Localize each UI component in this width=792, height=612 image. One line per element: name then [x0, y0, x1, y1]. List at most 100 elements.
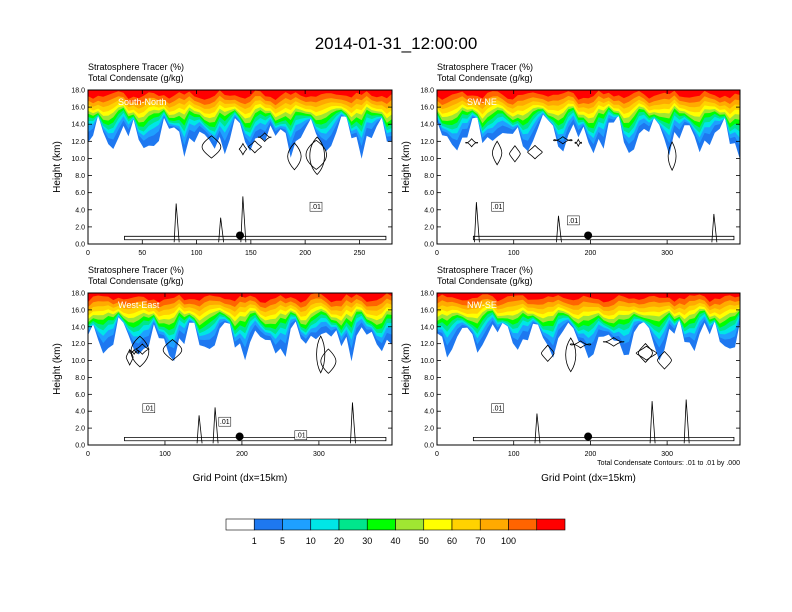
- contour-label-box: [491, 201, 504, 212]
- plot-frame: [87, 89, 393, 245]
- condensate-title: Total Condensate (g/kg): [88, 276, 184, 286]
- y-tick-label: 4.0: [75, 207, 85, 214]
- contour-label-box: [309, 201, 323, 212]
- contour-label: .01: [567, 215, 580, 226]
- y-tick-label: 18.0: [420, 291, 434, 298]
- y-tick-label: 6.0: [75, 190, 85, 197]
- tracer-band: [88, 293, 392, 303]
- contour-line: [130, 335, 150, 368]
- contour-line: [472, 235, 735, 241]
- contour-note: Total Condensate Contours: .01 to .01 by…: [597, 460, 740, 467]
- y-tick-label: 6.0: [75, 392, 85, 399]
- condensate-contours: [124, 132, 387, 243]
- contour-label-text: .01: [144, 406, 154, 413]
- y-axis-label: Height (km): [401, 343, 412, 395]
- x-tick-label: 100: [191, 250, 203, 257]
- y-tick-label: 12.0: [420, 139, 434, 146]
- colorbar-box: [479, 518, 509, 531]
- contour-line: [257, 132, 272, 143]
- y-tick-label: 6.0: [424, 190, 434, 197]
- y-tick-label: 2.0: [75, 224, 85, 231]
- contour-label-box: [142, 403, 156, 413]
- contour-line: [238, 142, 248, 156]
- contour-line: [565, 337, 577, 373]
- y-tick-label: 0.0: [75, 443, 85, 450]
- y-tick-label: 16.0: [71, 105, 85, 112]
- x-tick-label: 100: [159, 451, 171, 458]
- contour-line: [316, 335, 326, 374]
- y-tick-label: 0.0: [424, 242, 434, 249]
- contour-line: [569, 340, 592, 349]
- section-label: West-East: [118, 300, 160, 310]
- contour-line: [129, 348, 139, 355]
- contour-line: [541, 344, 555, 363]
- y-tick-label: 10.0: [420, 358, 434, 365]
- contour-line: [309, 136, 325, 176]
- contour-label: .01: [309, 201, 323, 212]
- y-axis-label: Height (km): [52, 343, 63, 395]
- colorbar-box: [536, 518, 566, 531]
- y-tick-label: 4.0: [424, 409, 434, 416]
- colorbar-label: 50: [419, 536, 429, 546]
- field-title: Stratosphere Tracer (%): [88, 265, 184, 275]
- location-marker: [584, 432, 593, 441]
- contour-line: [574, 138, 582, 148]
- y-tick-label: 4.0: [75, 409, 85, 416]
- y-tick-label: 16.0: [71, 307, 85, 314]
- contour-label: .01: [491, 201, 504, 212]
- y-tick-label: 2.0: [75, 426, 85, 433]
- contour-line: [553, 136, 573, 145]
- contour-label-text: .01: [568, 218, 578, 225]
- location-marker: [584, 231, 593, 240]
- x-tick-label: 250: [354, 250, 366, 257]
- condensate-contours: [465, 136, 735, 243]
- colorbar-label: 60: [447, 536, 457, 546]
- contour-line: [162, 339, 183, 361]
- colorbar-box: [451, 518, 481, 531]
- contour-label-text: .01: [493, 406, 503, 413]
- colorbar-box: [508, 518, 538, 531]
- x-tick-label: 150: [245, 250, 257, 257]
- contour-line: [492, 140, 503, 166]
- panel-3: .01 .01 .01 West-East Stratosphere Tracer (%…: [52, 265, 393, 484]
- x-tick-label: 200: [299, 250, 311, 257]
- contour-line: [649, 401, 656, 444]
- contour-line: [638, 342, 653, 363]
- contour-line: [305, 139, 327, 170]
- x-tick-label: 200: [585, 451, 597, 458]
- contour-line: [556, 215, 562, 243]
- contour-line: [683, 399, 690, 444]
- contour-line: [473, 202, 480, 243]
- tracer-field: [88, 293, 392, 445]
- x-tick-label: 0: [435, 250, 439, 257]
- x-tick-label: 0: [86, 250, 90, 257]
- contour-line: [635, 345, 658, 361]
- y-tick-label: 14.0: [420, 324, 434, 331]
- contour-label-box: [567, 215, 580, 226]
- contour-line: [711, 213, 718, 243]
- x-tick-label: 300: [661, 451, 673, 458]
- colorbar-box: [395, 518, 425, 531]
- contour-line: [472, 437, 735, 442]
- condensate-title: Total Condensate (g/kg): [437, 276, 533, 286]
- contour-line: [509, 145, 521, 163]
- condensate-title: Total Condensate (g/kg): [437, 73, 533, 83]
- contour-label-text: .01: [220, 419, 230, 426]
- contour-line: [602, 337, 625, 347]
- colorbar-label: 10: [306, 536, 316, 546]
- y-tick-label: 10.0: [71, 358, 85, 365]
- contour-line: [527, 144, 543, 160]
- condensate-contours: [124, 335, 387, 444]
- contour-label-text: .01: [493, 204, 503, 211]
- y-tick-label: 2.0: [424, 426, 434, 433]
- y-tick-label: 8.0: [75, 173, 85, 180]
- panel-1: .01 South-North Stratosphere Tracer (%)Tot…: [52, 62, 393, 257]
- y-tick-label: 16.0: [420, 105, 434, 112]
- y-tick-label: 16.0: [420, 307, 434, 314]
- colorbar-label: 20: [334, 536, 344, 546]
- contour-line: [465, 138, 479, 148]
- location-marker: [235, 432, 244, 441]
